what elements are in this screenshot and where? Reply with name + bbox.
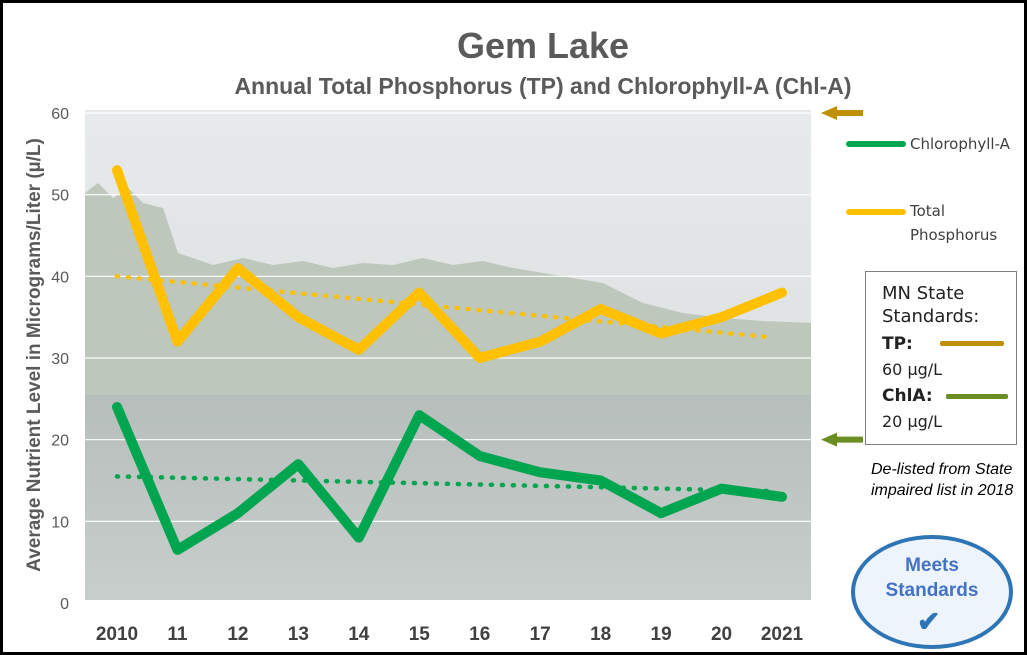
lake-photo-background xyxy=(85,110,811,600)
x-tick-label: 14 xyxy=(348,624,370,645)
standards-chla-line xyxy=(946,394,1008,399)
x-tick-label: 20 xyxy=(711,624,732,645)
standards-chla-label: ChlA: xyxy=(882,386,933,406)
legend-item-phosphorus: Total Phosphorus xyxy=(846,202,1010,247)
x-tick-label: 12 xyxy=(227,624,248,645)
x-tick-label: 17 xyxy=(530,624,551,645)
x-tick-label: 16 xyxy=(469,624,490,645)
badge-text: Meets Standards xyxy=(885,555,979,601)
x-tick-label: 15 xyxy=(409,624,431,645)
x-tick-label: 2010 xyxy=(96,624,138,645)
y-tick-label: 50 xyxy=(51,188,69,205)
delisted-note: De-listed from State impaired list in 20… xyxy=(871,461,1014,499)
series-line xyxy=(112,165,787,363)
y-tick-label: 30 xyxy=(51,351,69,368)
x-axis-ticks: 2010 11 12 13 14 15 16 17 18 19 20 2021 xyxy=(96,624,804,645)
y-tick-label: 20 xyxy=(51,433,69,450)
meets-standards-badge: Meets Standards ✔ xyxy=(851,535,1013,649)
standards-tp-label: TP: xyxy=(882,334,913,354)
chart-title: Gem Lake xyxy=(456,25,630,66)
standards-box: MN State Standards: TP: 60 µg/L ChlA: 20… xyxy=(865,271,1017,445)
x-tick-label: 19 xyxy=(651,624,672,645)
standards-tp-line xyxy=(940,341,1004,346)
standards-tp-value: 60 µg/L xyxy=(882,360,943,379)
x-tick-label: 11 xyxy=(167,624,188,645)
standards-title: MN State Standards: xyxy=(882,283,980,327)
data-series xyxy=(112,165,787,555)
chart-subtitle: Annual Total Phosphorus (TP) and Chlorop… xyxy=(234,73,852,99)
checkmark-icon: ✔ xyxy=(917,606,941,637)
y-axis-ticks: 0 10 20 30 40 50 60 xyxy=(51,106,69,613)
legend-label-phosphorus: Total Phosphorus xyxy=(910,202,998,244)
legend-swatch-chlorophyll xyxy=(846,141,906,147)
y-tick-label: 60 xyxy=(51,106,69,123)
y-tick-label: 40 xyxy=(51,269,69,286)
standards-chla-value: 20 µg/L xyxy=(882,412,943,431)
trendline xyxy=(114,474,777,494)
x-tick-label: 13 xyxy=(288,624,309,645)
legend-item-chlorophyll: Chlorophyll-A xyxy=(846,135,1010,153)
standards-markers xyxy=(821,106,863,447)
gridlines xyxy=(85,112,811,522)
series-line xyxy=(112,402,787,555)
y-tick-label: 10 xyxy=(51,514,69,531)
x-tick-label: 18 xyxy=(590,624,611,645)
standard-arrow-icon xyxy=(821,432,863,447)
legend-swatch-phosphorus xyxy=(846,209,906,215)
y-tick-label: 0 xyxy=(60,596,69,613)
y-axis-label: Average Nutrient Level in Micrograms/Lit… xyxy=(24,138,45,572)
legend-label-chlorophyll: Chlorophyll-A xyxy=(910,135,1010,153)
standard-arrow-icon xyxy=(821,106,863,120)
x-tick-label: 2021 xyxy=(761,624,804,645)
